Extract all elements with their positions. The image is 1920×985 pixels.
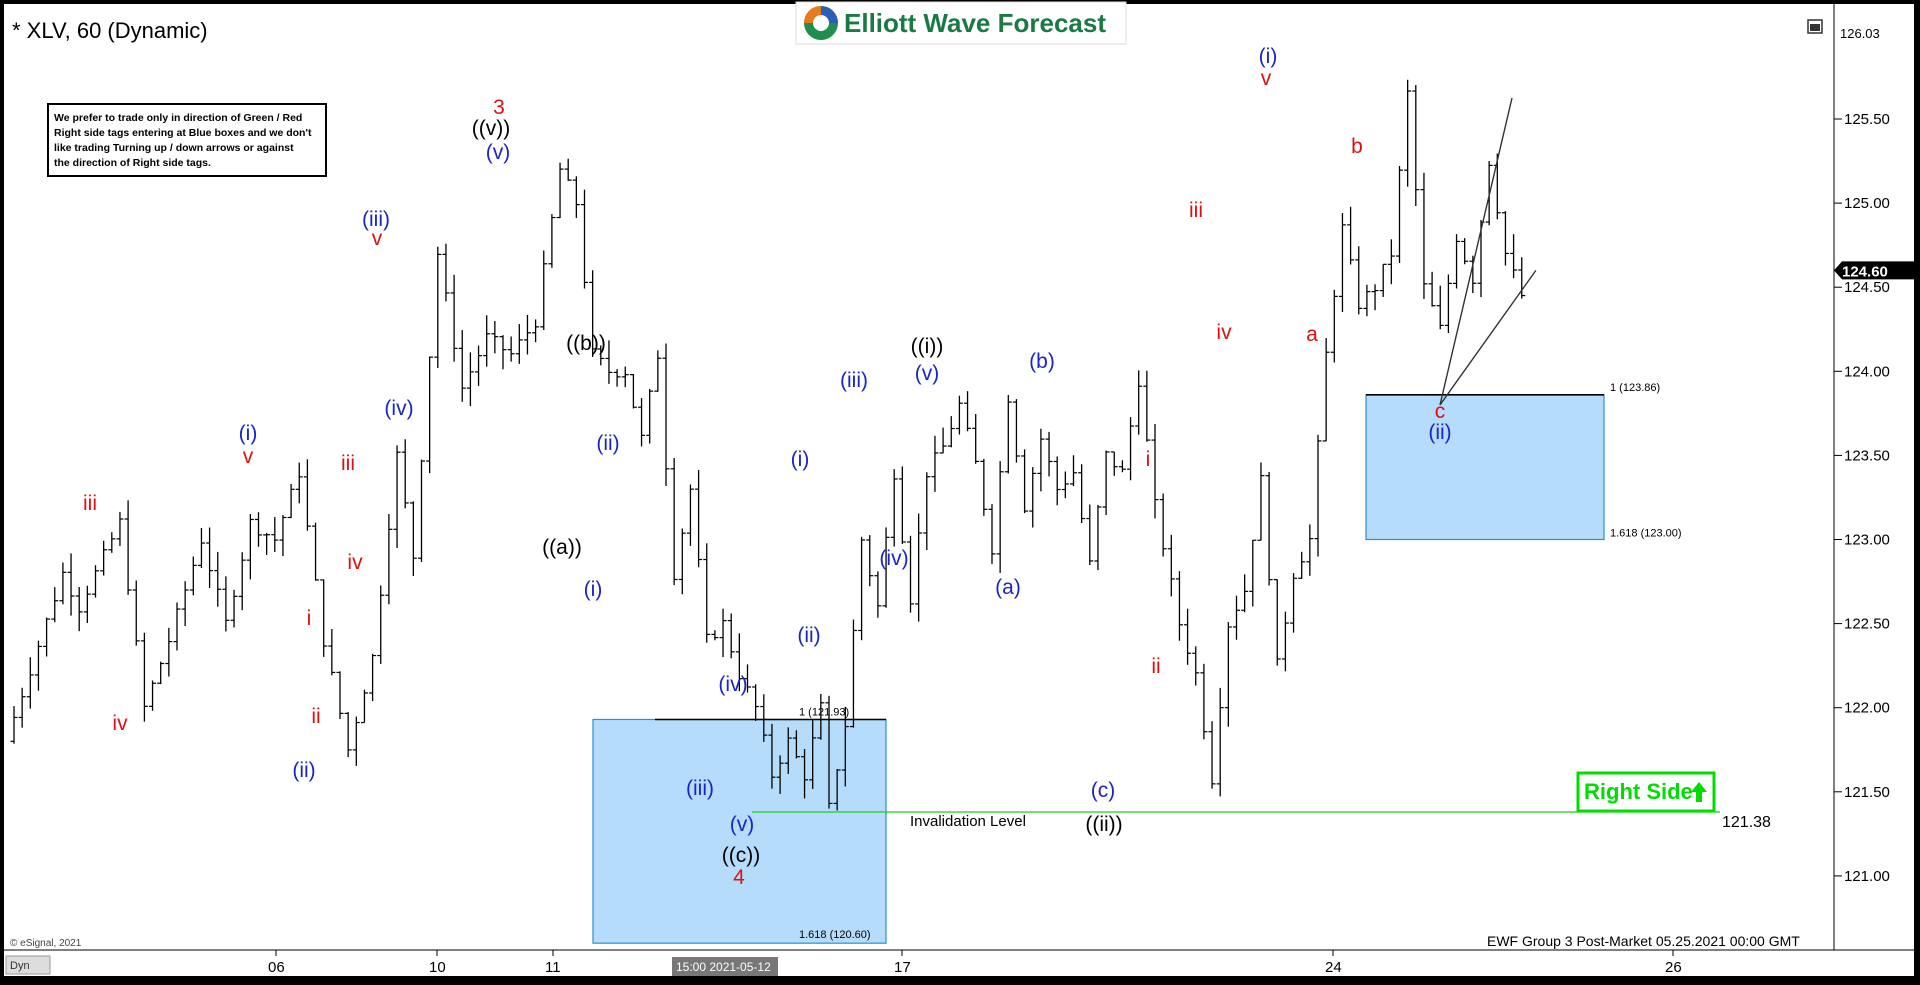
wave-label-red: v — [1261, 67, 1272, 90]
x-tick-label: 10 — [429, 959, 446, 976]
wave-label-blue: (iii) — [840, 369, 868, 392]
y-tick-label: 122.50 — [1844, 616, 1890, 633]
y-tick-label: 122.00 — [1844, 700, 1890, 717]
x-tick-label: 06 — [268, 959, 285, 976]
wave-label-blue: (i) — [584, 578, 603, 601]
wave-label-red: iv — [1216, 321, 1232, 344]
y-tick-label: 125.00 — [1844, 195, 1890, 212]
wave-label-blue: (b) — [1029, 350, 1055, 373]
wave-label-blue: (v) — [486, 141, 511, 164]
y-tick-label: 121.00 — [1844, 868, 1890, 885]
wave-label-red: v — [372, 227, 383, 250]
wave-label-red: a — [1306, 323, 1318, 346]
wave-label-black: ((ii)) — [1085, 813, 1122, 836]
notice-line-4: the direction of Right side tags. — [54, 157, 211, 169]
wave-label-red: i — [307, 607, 312, 630]
x-tick-label: 11 — [545, 959, 561, 976]
cursor-time-tag: 15:00 2021-05-12 — [672, 957, 778, 976]
blue-box — [592, 718, 887, 944]
invalidation-price: 121.38 — [1722, 814, 1771, 831]
svg-text:124.60: 124.60 — [1842, 263, 1888, 280]
trading-notice: We prefer to trade only in direction of … — [47, 103, 327, 177]
chart-title: * XLV, 60 (Dynamic) — [12, 18, 208, 43]
y-tick-label: 124.50 — [1844, 279, 1890, 296]
wave-label-red: 3 — [493, 96, 505, 119]
corner-label: Dyn — [10, 960, 30, 972]
wave-label-red: v — [243, 445, 254, 468]
wave-label-blue: (iv) — [384, 397, 413, 420]
wave-label-red: ii — [311, 705, 320, 728]
y-tick-label: 121.50 — [1844, 784, 1890, 801]
price-axis — [1834, 4, 1914, 976]
wave-label-black: ((v)) — [472, 117, 510, 140]
invalidation-label: Invalidation Level — [910, 813, 1026, 830]
wave-label-blue: (iii) — [686, 777, 714, 800]
wave-label-blue: (a) — [995, 576, 1021, 599]
logo-icon — [804, 6, 838, 40]
svg-text:15:00 2021-05-12: 15:00 2021-05-12 — [676, 960, 771, 974]
notice-line-1: We prefer to trade only in direction of … — [54, 112, 302, 124]
blue-box — [1365, 394, 1605, 541]
svg-text:126.03: 126.03 — [1840, 26, 1880, 41]
wave-label-blue: (ii) — [596, 432, 619, 455]
wave-label-black: ((b)) — [566, 332, 606, 355]
right-side-tag: Right Side — [1576, 771, 1716, 813]
wave-label-red: ii — [1151, 655, 1160, 678]
y-tick-label: 124.00 — [1844, 363, 1890, 380]
x-tick-label: 26 — [1665, 959, 1682, 976]
notice-line-3: like trading Turning up / down arrows or… — [54, 142, 294, 154]
box-bottom-label: 1.618 (120.60) — [799, 929, 871, 941]
wave-label-blue: (i) — [1259, 45, 1278, 68]
wave-label-blue: (iii) — [362, 208, 390, 231]
wave-label-red: b — [1351, 135, 1363, 158]
wave-label-blue: (ii) — [292, 759, 315, 782]
footer-timestamp: EWF Group 3 Post-Market 05.25.2021 00:00… — [1487, 933, 1800, 949]
projection-path — [1439, 97, 1537, 406]
wave-label-blue: (i) — [791, 448, 810, 471]
wave-label-blue: (ii) — [1428, 421, 1451, 444]
maximize-icon[interactable] — [1807, 19, 1823, 34]
right-side-label: Right Side — [1584, 779, 1693, 804]
wave-label-red: i — [1146, 448, 1151, 471]
corner-button[interactable] — [5, 955, 51, 975]
copyright-text: © eSignal, 2021 — [10, 938, 82, 949]
wave-label-blue: (ii) — [797, 624, 820, 647]
top-price-tag: 126.03 — [1836, 24, 1914, 42]
wave-label-red: iv — [347, 551, 363, 574]
wave-label-red: iii — [1189, 199, 1203, 222]
wave-label-red: iii — [83, 492, 97, 515]
x-tick-label: 24 — [1325, 959, 1342, 976]
last-price-tag: 124.60 — [1834, 261, 1914, 280]
wave-label-black: ((i)) — [911, 335, 944, 358]
wave-label-black: ((a)) — [542, 536, 582, 559]
brand-logo: Elliott Wave Forecast — [795, 1, 1127, 45]
wave-label-red: 4 — [733, 866, 745, 889]
wave-label-red: c — [1435, 400, 1446, 423]
box-top-label: 1 (123.86) — [1610, 382, 1660, 394]
notice-line-2: Right side tags entering at Blue boxes a… — [54, 127, 312, 139]
y-tick-label: 125.50 — [1844, 111, 1890, 128]
wave-label-blue: (v) — [730, 813, 755, 836]
box-bottom-label: 1.618 (123.00) — [1610, 528, 1682, 540]
wave-label-red: iii — [341, 452, 355, 475]
up-arrow-icon — [1691, 782, 1707, 802]
brand-name: Elliott Wave Forecast — [844, 8, 1106, 38]
box-top-label: 1 (121.93) — [799, 706, 849, 718]
wave-label-blue: (v) — [915, 362, 940, 385]
wave-label-blue: (i) — [239, 422, 258, 445]
wave-label-blue: (c) — [1091, 779, 1116, 802]
wave-label-black: ((c)) — [722, 844, 760, 867]
wave-label-blue: (iv) — [879, 547, 908, 570]
x-tick-label: 17 — [894, 959, 911, 976]
wave-label-blue: (iv) — [718, 673, 747, 696]
wave-label-red: iv — [112, 712, 128, 735]
y-tick-label: 123.50 — [1844, 447, 1890, 464]
y-tick-label: 123.00 — [1844, 532, 1890, 549]
